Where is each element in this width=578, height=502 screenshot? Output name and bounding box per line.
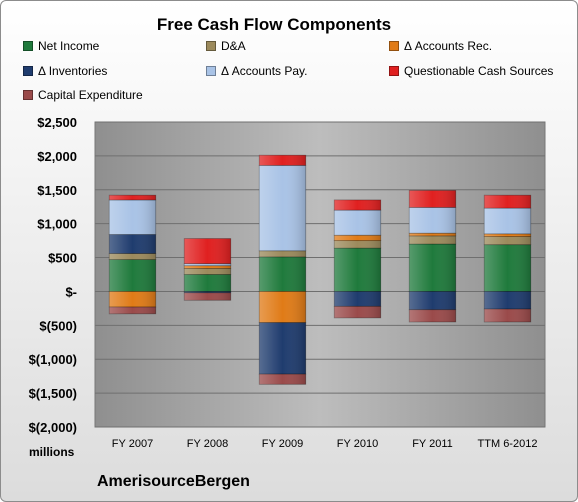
legend-label: Net Income (38, 39, 100, 53)
legend-label: Capital Expenditure (38, 88, 143, 102)
bar-segment-shading (409, 207, 456, 234)
bar-segment-shading (109, 253, 156, 260)
legend-swatch (389, 66, 399, 76)
bar-segment-shading (259, 322, 306, 375)
bar-segment-shading (484, 244, 531, 292)
bar-segment-shading (409, 233, 456, 236)
bar-segment-shading (184, 265, 231, 269)
legend-swatch (23, 90, 33, 100)
legend-item-accounts-pay: Δ Accounts Pay. (206, 64, 308, 78)
legend-label: Questionable Cash Sources (404, 64, 554, 78)
bar-segment-shading (109, 199, 156, 235)
x-tick-label: FY 2011 (412, 438, 453, 450)
bar-segment-shading (184, 291, 231, 293)
bar-segment-shading (409, 190, 456, 208)
units-label: millions (29, 445, 75, 459)
bar-segment-shading (259, 155, 306, 166)
x-tick-label: FY 2008 (187, 438, 228, 450)
bar-segment-shading (334, 240, 381, 249)
bar-segment-shading (334, 306, 381, 318)
bar-segment-shading (109, 234, 156, 254)
bar-segment-shading (109, 291, 156, 308)
bar-segment-shading (484, 309, 531, 322)
bar-segment-shading (484, 236, 531, 245)
bar-segment-shading (259, 256, 306, 292)
bar-segment-shading (259, 250, 306, 257)
bar-segment-shading (184, 238, 231, 264)
bar-segment-shading (484, 291, 531, 310)
legend-swatch (206, 66, 216, 76)
legend-label: Δ Accounts Pay. (221, 64, 308, 78)
legend-swatch (23, 66, 33, 76)
bar-segment-shading (334, 210, 381, 236)
bar-segment-shading (334, 235, 381, 241)
bar-segment-shading (484, 195, 531, 209)
chart-title: Free Cash Flow Components (156, 15, 392, 34)
x-tick-label: FY 2007 (112, 438, 153, 450)
bar-segment-shading (109, 307, 156, 314)
y-tick-label: $(1,000) (29, 352, 77, 367)
y-tick-label: $(500) (39, 318, 77, 333)
legend-swatch (23, 41, 33, 51)
legend-item-questionable-cash: Questionable Cash Sources (389, 64, 553, 78)
y-tick-label: $1,500 (37, 183, 77, 198)
y-tick-label: $2,000 (37, 149, 77, 164)
y-tick-label: $2,500 (37, 115, 77, 130)
bar-segment-shading (334, 291, 381, 307)
y-tick-label: $(1,500) (29, 386, 77, 401)
bar-segment-shading (184, 263, 231, 266)
y-tick-label: $1,000 (37, 217, 77, 232)
bar-segment-shading (109, 195, 156, 200)
bar-segment-shading (484, 208, 531, 234)
legend-item-da: D&A (206, 39, 246, 53)
x-tick-label: FY 2009 (262, 438, 303, 450)
y-tick-label: $(2,000) (29, 420, 77, 435)
bar-segment-shading (484, 233, 531, 237)
bar-segment-shading (184, 274, 231, 292)
bar-segment-shading (409, 291, 456, 310)
plot-background (94, 121, 546, 428)
bar-segment-shading (409, 309, 456, 322)
y-tick-label: $- (65, 284, 77, 299)
x-tick-label: FY 2010 (337, 438, 378, 450)
legend-item-capex: Capital Expenditure (23, 88, 143, 102)
bar-segment-shading (259, 291, 306, 323)
company-label: AmerisourceBergen (97, 473, 250, 490)
bar-segment-shading (334, 248, 381, 292)
legend-item-inventories: Δ Inventories (23, 64, 107, 78)
bar-segment-shading (409, 235, 456, 244)
bar-segment-shading (334, 199, 381, 211)
bar-segment-shading (259, 374, 306, 385)
legend-swatch (206, 41, 216, 51)
legend-item-net-income: Net Income (23, 39, 99, 53)
x-tick-label: TTM 6-2012 (478, 438, 538, 450)
legend-label: D&A (221, 39, 246, 53)
bar-segment-shading (259, 165, 306, 251)
legend-label: Δ Accounts Rec. (404, 39, 493, 53)
bar-segment-shading (409, 244, 456, 292)
legend-item-accounts-rec: Δ Accounts Rec. (389, 39, 492, 53)
bar-segment-shading (184, 268, 231, 275)
y-tick-label: $500 (48, 251, 77, 266)
legend-label: Δ Inventories (38, 64, 108, 78)
legend-swatch (389, 41, 399, 51)
bar-segment-shading (184, 292, 231, 301)
bar-segment-shading (109, 259, 156, 292)
